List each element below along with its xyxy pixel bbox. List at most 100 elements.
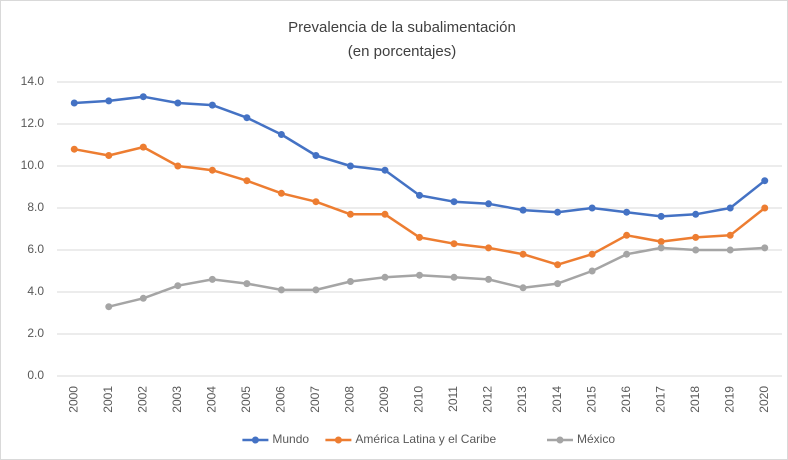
point xyxy=(70,145,78,153)
point xyxy=(243,114,251,122)
point xyxy=(485,200,493,208)
point xyxy=(208,166,216,174)
point xyxy=(243,280,251,288)
y-tick-label: 0.0 xyxy=(27,368,44,382)
point xyxy=(657,244,665,252)
x-tick-label: 2011 xyxy=(446,386,460,412)
x-tick-label: 2006 xyxy=(274,386,288,413)
point xyxy=(174,162,182,170)
y-tick-label: 4.0 xyxy=(27,284,44,298)
x-tick-label: 2005 xyxy=(239,386,253,413)
point xyxy=(277,189,285,197)
x-tick-label: 2017 xyxy=(653,386,667,413)
y-tick-label: 12.0 xyxy=(21,116,45,130)
point xyxy=(761,244,769,252)
point xyxy=(312,152,320,159)
x-tick-label: 2008 xyxy=(343,386,357,413)
x-tick-label: 2015 xyxy=(584,386,598,413)
point xyxy=(312,286,320,294)
point xyxy=(519,284,527,292)
point xyxy=(761,177,769,185)
x-tick-label: 2000 xyxy=(66,386,80,413)
point xyxy=(450,198,458,206)
x-tick-label: 2016 xyxy=(619,386,633,413)
point xyxy=(243,177,251,185)
point xyxy=(623,208,631,216)
point xyxy=(450,273,458,281)
point xyxy=(726,246,734,254)
point xyxy=(208,101,216,109)
x-tick-label: 2019 xyxy=(722,386,736,413)
series-line xyxy=(108,246,765,308)
point xyxy=(105,97,113,105)
point xyxy=(105,303,113,311)
point xyxy=(623,231,631,239)
point xyxy=(346,162,354,170)
point xyxy=(346,210,354,218)
point xyxy=(277,131,285,138)
x-tick-label: 2010 xyxy=(412,386,426,413)
legend-label: México xyxy=(577,432,615,446)
x-tick-label: 2009 xyxy=(377,386,391,413)
legend-label: América Latina y el Caribe xyxy=(355,432,496,446)
point xyxy=(346,278,354,285)
point xyxy=(416,191,423,199)
point xyxy=(70,99,78,107)
x-tick-label: 2001 xyxy=(101,386,115,413)
point xyxy=(381,210,389,218)
point xyxy=(139,294,147,302)
point xyxy=(416,271,423,279)
y-tick-label: 8.0 xyxy=(27,200,44,214)
point xyxy=(761,204,769,212)
point xyxy=(519,206,527,214)
y-tick-label: 6.0 xyxy=(27,242,44,256)
point xyxy=(381,273,389,281)
legend-marker xyxy=(556,436,564,444)
y-tick-label: 2.0 xyxy=(27,326,44,340)
x-tick-label: 2007 xyxy=(308,386,322,413)
y-tick-label: 14.0 xyxy=(21,74,45,88)
point xyxy=(554,208,562,216)
x-tick-label: 2012 xyxy=(481,386,495,413)
point xyxy=(726,204,734,212)
point xyxy=(139,143,147,151)
point xyxy=(485,244,493,252)
chart-title: Prevalencia de la subalimentación xyxy=(288,19,516,36)
point xyxy=(277,286,285,294)
legend-marker xyxy=(251,436,259,444)
point xyxy=(588,250,596,258)
point xyxy=(692,233,700,241)
point xyxy=(588,204,596,212)
point xyxy=(726,231,734,239)
legend-marker xyxy=(334,436,342,444)
x-tick-label: 2003 xyxy=(170,386,184,413)
point xyxy=(485,275,493,283)
point xyxy=(623,250,631,258)
x-tick-label: 2018 xyxy=(688,386,702,413)
x-tick-label: 2002 xyxy=(135,386,149,413)
point xyxy=(139,93,147,101)
point xyxy=(657,212,665,220)
point xyxy=(692,210,700,218)
point xyxy=(174,99,182,107)
x-tick-label: 2020 xyxy=(757,386,771,413)
point xyxy=(105,152,113,159)
point xyxy=(657,238,665,246)
point xyxy=(554,280,562,288)
point xyxy=(450,240,458,248)
chart-subtitle: (en porcentajes) xyxy=(348,43,456,60)
point xyxy=(554,261,562,269)
point xyxy=(588,267,596,275)
point xyxy=(208,275,216,283)
point xyxy=(381,166,389,174)
x-tick-label: 2014 xyxy=(550,386,564,413)
x-tick-label: 2004 xyxy=(205,386,219,413)
y-tick-label: 10.0 xyxy=(21,158,45,172)
point xyxy=(416,233,423,241)
point xyxy=(174,282,182,290)
point xyxy=(692,246,700,254)
point xyxy=(312,198,320,206)
point xyxy=(519,250,527,258)
